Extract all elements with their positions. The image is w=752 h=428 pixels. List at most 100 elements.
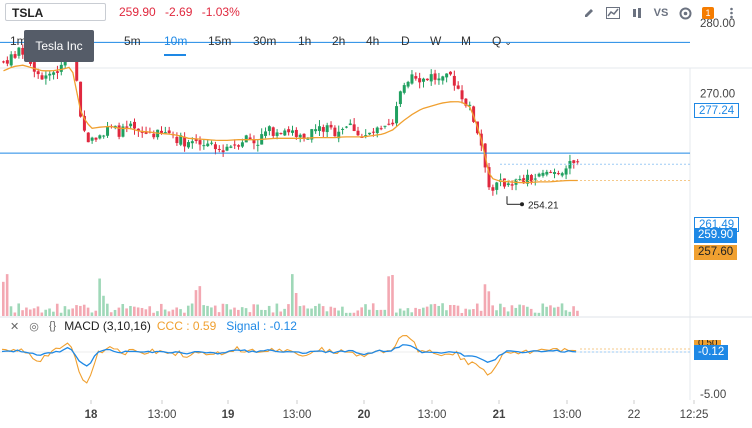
candle-body <box>302 133 306 139</box>
volume-bar <box>433 303 437 316</box>
volume-bar <box>441 303 444 316</box>
symbol-input[interactable]: TSLA <box>5 3 106 21</box>
volume-bar <box>406 308 410 316</box>
tf-d[interactable]: D <box>401 34 410 48</box>
volume-bar <box>28 309 32 316</box>
volume-bar <box>402 310 406 316</box>
tf-15m[interactable]: 15m <box>208 34 232 48</box>
volume-bar <box>472 309 475 316</box>
price-change: -2.69 <box>165 5 193 19</box>
x-tick-label: 21 <box>493 409 506 421</box>
volume-bar <box>360 307 363 316</box>
candle-body <box>125 126 129 128</box>
volume-bar <box>522 305 525 316</box>
tf-10m[interactable]: 10m <box>164 34 188 48</box>
candle-body <box>202 145 206 147</box>
candle-body <box>422 78 426 82</box>
candles-icon[interactable] <box>630 6 644 20</box>
candle-body <box>5 60 9 64</box>
volume-bar <box>533 312 537 316</box>
tf-w[interactable]: W <box>430 34 442 48</box>
volume-bar <box>79 305 82 316</box>
volume-bar <box>344 312 348 316</box>
candle-body <box>252 139 256 144</box>
candle-body <box>275 132 279 136</box>
toolbar: VS 1 <box>582 3 738 23</box>
pencil-icon[interactable] <box>582 6 596 20</box>
candle-body <box>341 128 345 130</box>
volume-bar <box>63 306 67 316</box>
volume-bar <box>140 307 144 316</box>
price-display: 259.90 -2.69 -1.03% <box>119 5 246 19</box>
candle-body <box>456 85 460 89</box>
candle-body <box>256 144 260 146</box>
candle-body <box>406 81 410 87</box>
volume-bar <box>425 306 429 316</box>
candle-body <box>291 130 294 133</box>
volume-bar <box>75 305 78 316</box>
tf-4h[interactable]: 4h <box>366 34 380 48</box>
volume-bar <box>167 311 171 316</box>
tf-30m[interactable]: 30m <box>253 34 277 48</box>
settings-braces-icon[interactable]: {} <box>48 320 57 332</box>
eye-icon[interactable]: ◎ <box>29 320 39 333</box>
gear-icon[interactable] <box>678 6 692 20</box>
alert-badge[interactable]: 1 <box>702 7 714 19</box>
tf-m[interactable]: M <box>461 34 471 48</box>
tf-1m[interactable]: 1m <box>10 34 27 48</box>
vs-icon[interactable]: VS <box>654 6 669 20</box>
candle-body <box>414 76 418 79</box>
volume-bar <box>179 309 182 316</box>
close-icon[interactable]: ✕ <box>10 320 20 333</box>
candle-body <box>28 61 32 64</box>
volume-bar <box>90 312 94 316</box>
candle-body <box>410 74 414 84</box>
candle-body <box>529 175 533 182</box>
volume-bar <box>329 306 333 316</box>
last-price: 259.90 <box>119 5 156 19</box>
candle-body <box>279 133 283 135</box>
volume-bar <box>186 305 190 316</box>
tf-q[interactable]: Q ⌄ <box>492 34 512 48</box>
volume-bar <box>398 308 402 316</box>
macd-panel <box>0 335 690 384</box>
price-change-pct: -1.03% <box>201 5 240 19</box>
candle-body <box>144 131 148 134</box>
menu-icon[interactable] <box>724 6 738 20</box>
candle-body <box>294 129 298 137</box>
candle-body <box>379 128 383 130</box>
candle-body <box>190 141 194 144</box>
candle-body <box>117 125 121 137</box>
tf-1h[interactable]: 1h <box>298 34 312 48</box>
volume-bar <box>148 306 152 316</box>
candle-body <box>364 135 368 137</box>
candle-body <box>572 160 576 164</box>
volume-bar <box>464 308 467 316</box>
candle-body <box>233 144 237 146</box>
volume-bar <box>252 304 256 316</box>
candle-body <box>510 184 514 186</box>
line-chart-icon[interactable] <box>606 6 620 20</box>
volume-bar <box>171 309 175 316</box>
candle-body <box>549 171 553 173</box>
candle-body <box>217 148 221 150</box>
volume-bar <box>321 306 325 316</box>
volume-bar <box>121 304 125 316</box>
volume-bar <box>9 306 13 316</box>
volume-bar <box>291 274 294 316</box>
candle-body <box>94 137 98 140</box>
active-timeframe-underline <box>164 54 186 56</box>
volume-bar <box>240 307 244 316</box>
tf-5m[interactable]: 5m <box>124 34 141 48</box>
macd-legend: ✕ ◎ {} MACD (3,10,16) CCC : 0.59 Signal … <box>0 318 297 334</box>
candle-body <box>36 71 40 75</box>
top-bar: TSLA 259.90 -2.69 -1.03% VS 1 <box>0 0 752 26</box>
tf-2h[interactable]: 2h <box>332 34 346 48</box>
volume-bar <box>325 311 329 316</box>
candle-body <box>82 115 86 131</box>
level-277-label: 277.24 <box>694 103 740 118</box>
volume-bar <box>576 310 579 316</box>
candle-body <box>371 131 375 133</box>
candle-body <box>541 172 545 176</box>
